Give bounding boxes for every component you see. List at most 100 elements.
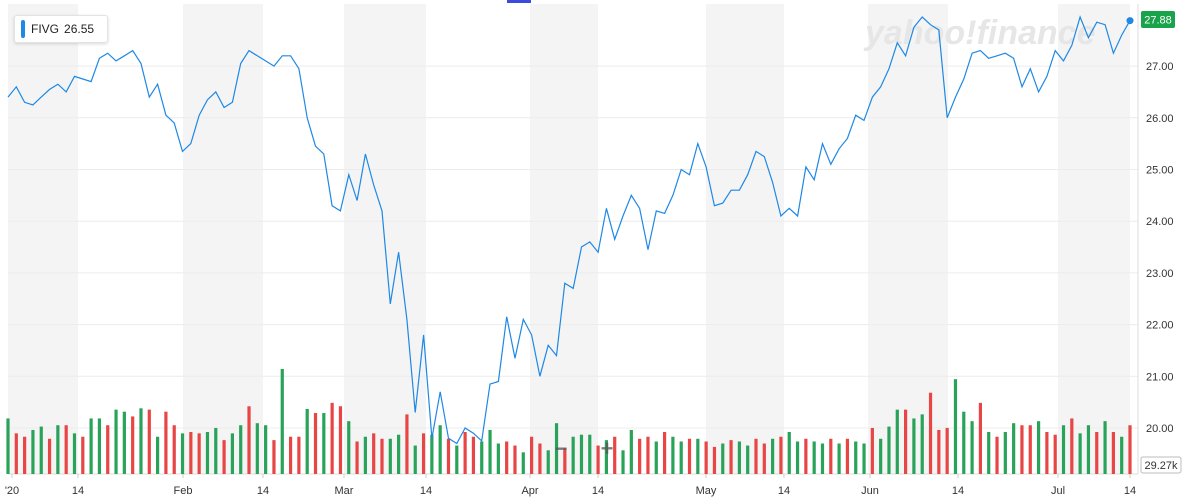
- zoom-out-button[interactable]: −: [554, 436, 568, 461]
- volume-bar: [247, 406, 251, 474]
- volume-bar: [1003, 432, 1007, 474]
- volume-bar: [588, 434, 592, 474]
- month-band: [706, 4, 784, 474]
- volume-bar: [239, 425, 243, 474]
- volume-bar: [995, 436, 999, 474]
- volume-bar: [47, 438, 52, 474]
- volume-bar: [812, 441, 816, 474]
- volume-bar: [147, 409, 151, 474]
- volume-bar: [970, 421, 974, 474]
- volume-flag: [1140, 456, 1182, 474]
- volume-bar: [629, 429, 633, 474]
- volume-bar: [1028, 425, 1032, 474]
- volume-bar: [737, 441, 741, 474]
- y-tick-label: 25.00: [1146, 165, 1174, 177]
- volume-bar: [953, 379, 958, 474]
- volume-bar: [912, 418, 916, 474]
- volume-bar: [978, 402, 982, 474]
- y-tick-label: 23.00: [1146, 268, 1174, 280]
- volume-bar: [521, 452, 525, 474]
- volume-bar: [538, 443, 542, 474]
- volume-bar: [787, 432, 791, 474]
- volume-bar: [322, 413, 326, 474]
- volume-bar: [920, 414, 924, 474]
- volume-bar: [280, 369, 284, 474]
- price-flag-label: 27.88: [1144, 15, 1172, 27]
- volume-bar: [904, 409, 908, 474]
- x-tick-label: May: [696, 485, 717, 497]
- x-tick-label: 14: [952, 485, 964, 497]
- volume-bar: [180, 433, 185, 474]
- volume-bar: [480, 441, 484, 474]
- volume-bar: [712, 446, 717, 474]
- volume-bar: [1095, 432, 1099, 474]
- volume-bar: [355, 441, 359, 474]
- volume-bar: [72, 433, 77, 474]
- volume-bar: [338, 406, 343, 474]
- volume-bar: [222, 440, 226, 474]
- volume-bar: [421, 433, 426, 474]
- volume-bar: [97, 418, 102, 474]
- zoom-in-button[interactable]: +: [600, 436, 614, 461]
- x-tick-label: Jun: [861, 485, 879, 497]
- volume-bar: [854, 441, 858, 474]
- volume-bar: [837, 443, 841, 474]
- volume-bar: [604, 440, 608, 474]
- volume-bar: [779, 436, 783, 474]
- volume-bar: [131, 416, 135, 474]
- legend[interactable]: FIVG 26.55: [14, 15, 109, 43]
- legend-symbol: FIVG: [31, 22, 60, 36]
- volume-bar: [704, 441, 708, 474]
- volume-bar: [687, 438, 692, 474]
- volume-bar: [438, 425, 442, 474]
- x-tick-label: 14: [257, 485, 269, 497]
- volume-bar: [430, 434, 434, 474]
- volume-bar: [579, 434, 584, 474]
- legend-value: 26.55: [64, 22, 95, 36]
- y-tick-label: 24.00: [1146, 216, 1174, 228]
- volume-bar: [721, 443, 725, 474]
- volume-bars: [6, 369, 1132, 474]
- volume-bar: [1036, 421, 1041, 474]
- x-tick-label: 14: [72, 485, 84, 497]
- volume-bar: [330, 402, 334, 474]
- zoom-control[interactable]: − +: [548, 436, 620, 462]
- volume-bar: [762, 443, 766, 474]
- volume-bar: [39, 426, 43, 474]
- volume-bar: [1045, 432, 1049, 474]
- volume-bar: [746, 445, 750, 474]
- volume-bar: [56, 425, 60, 474]
- volume-bar: [288, 436, 293, 474]
- volume-bar: [230, 433, 234, 474]
- volume-bar: [363, 436, 367, 474]
- volume-bar: [1086, 425, 1091, 474]
- x-tick-label: 14: [1124, 485, 1136, 497]
- volume-bar: [696, 438, 700, 474]
- price-flag: [1141, 11, 1175, 28]
- volume-bar: [214, 427, 218, 474]
- volume-bar: [455, 445, 459, 474]
- yahoo-finance-watermark: yahoo!finance: [863, 14, 1095, 52]
- volume-bar: [987, 432, 991, 474]
- volume-bar: [928, 392, 933, 474]
- x-tick-label: Feb: [174, 485, 193, 497]
- volume-bar: [463, 432, 467, 474]
- volume-bar: [205, 432, 210, 474]
- volume-bar: [1061, 425, 1066, 474]
- volume-bar: [114, 409, 118, 474]
- last-price-dot: [1126, 17, 1134, 25]
- volume-bar: [546, 450, 550, 474]
- volume-bar: [654, 441, 658, 474]
- volume-bar: [372, 433, 376, 474]
- volume-bar: [638, 438, 642, 474]
- volume-bar: [563, 448, 567, 474]
- volume-bar: [1120, 436, 1124, 474]
- y-tick-label: 26.00: [1146, 113, 1174, 125]
- volume-bar: [255, 423, 259, 474]
- volume-bar: [23, 436, 27, 474]
- volume-bar: [820, 443, 825, 474]
- volume-bar: [613, 436, 617, 474]
- volume-bar: [1070, 418, 1074, 474]
- volume-bar: [937, 429, 941, 474]
